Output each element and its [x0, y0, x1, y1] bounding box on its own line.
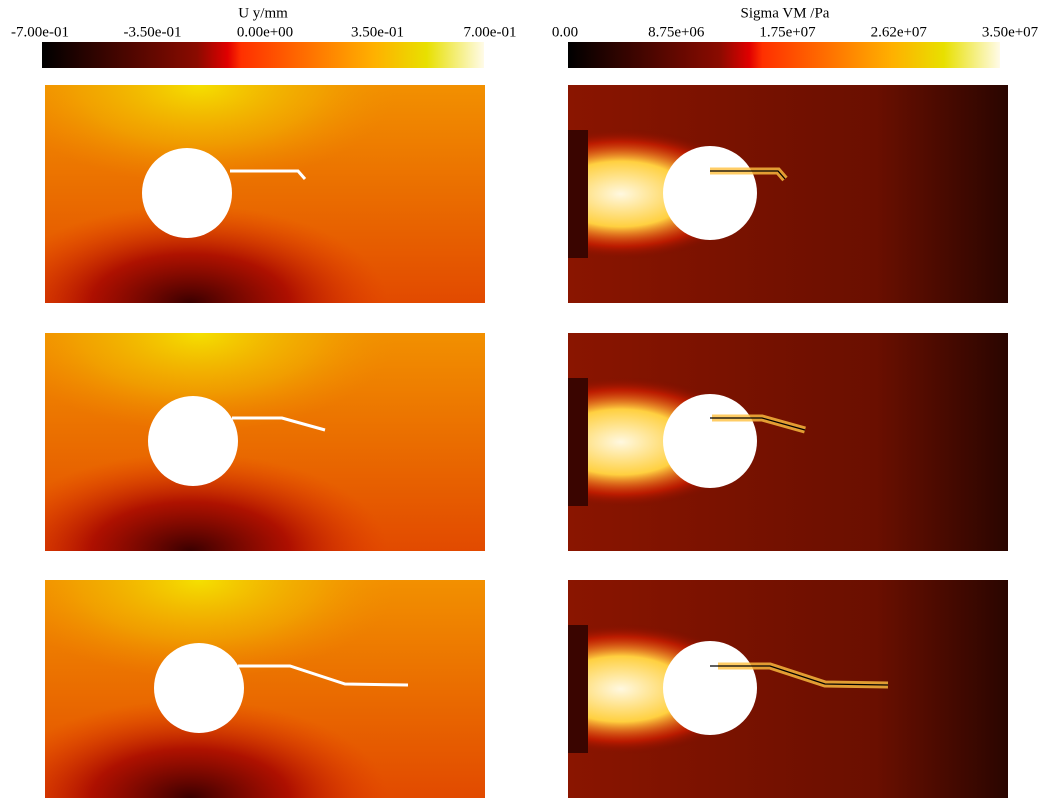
- crack: [230, 169, 307, 180]
- sigma-hotspot: [568, 580, 1008, 798]
- colorbar-tick-label: 2.62e+07: [871, 24, 928, 40]
- colorbar: [568, 42, 1000, 68]
- hole: [663, 641, 757, 735]
- colorbar-tick-label: -7.00e-01: [11, 24, 69, 40]
- hole: [142, 148, 232, 238]
- colorbar: [42, 42, 484, 68]
- uy-field: [45, 85, 485, 303]
- colorbar-title: Sigma VM /Pa: [741, 5, 830, 21]
- colorbar-tick-label: 0.00e+00: [237, 24, 293, 40]
- uy-field: [45, 333, 485, 551]
- colorbar-tick-label: 3.50e-01: [351, 24, 404, 40]
- colorbar-tick-label: 0.00: [552, 24, 578, 40]
- colorbar-tick-label: -3.50e-01: [124, 24, 182, 40]
- hole: [154, 643, 244, 733]
- colorbar-tick-label: 1.75e+07: [759, 24, 816, 40]
- panels: [45, 85, 1008, 798]
- sigma-edge: [568, 625, 588, 753]
- colorbar-tick-label: 7.00e-01: [464, 24, 517, 40]
- crack-path: [710, 417, 806, 431]
- crack: [232, 416, 326, 432]
- hole: [663, 394, 757, 488]
- sigma-edge: [568, 378, 588, 506]
- sigma-hotspot: [568, 333, 1008, 551]
- uy-field: [45, 580, 485, 798]
- colorbar-title: U y/mm: [238, 5, 288, 21]
- crack-path: [710, 170, 786, 180]
- crack-path: [710, 665, 889, 686]
- hole: [148, 396, 238, 486]
- crack: [238, 664, 409, 687]
- sigma-edge: [568, 130, 588, 258]
- colorbars: U y/mm Sigma VM /Pa -7.00e-01 -3.50e-01 0.…: [11, 5, 1039, 68]
- hole: [663, 146, 757, 240]
- colorbar-tick-label: 8.75e+06: [648, 24, 705, 40]
- sigma-hotspot: [568, 85, 1008, 303]
- colorbar-tick-label: 3.50e+07: [982, 24, 1039, 40]
